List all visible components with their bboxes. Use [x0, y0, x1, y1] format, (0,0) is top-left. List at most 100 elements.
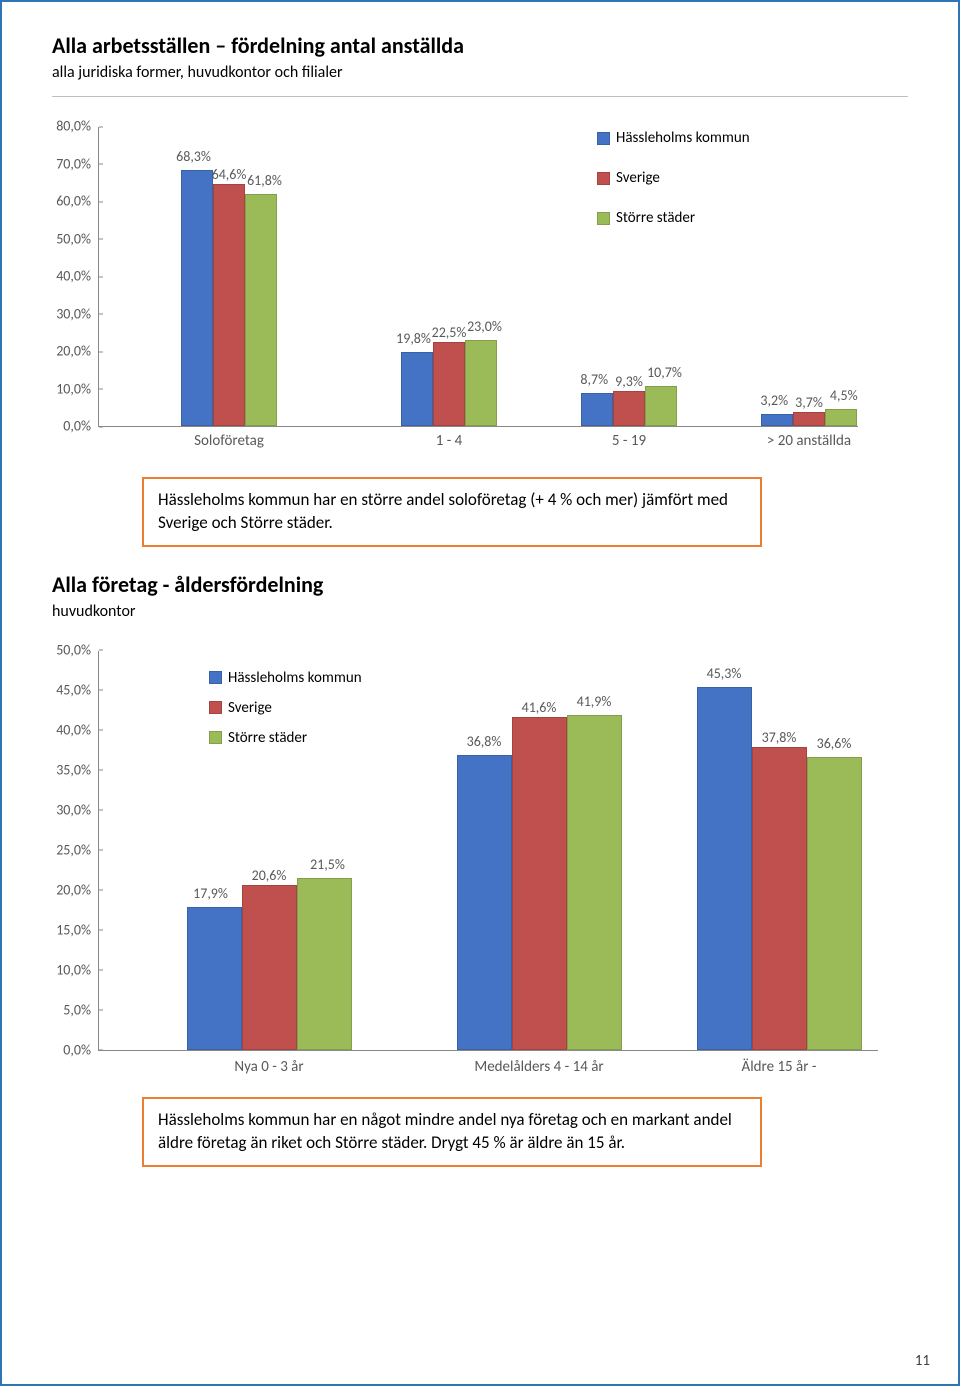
legend-swatch: [597, 212, 610, 225]
page-number: 11: [915, 1352, 930, 1370]
y-tick: 0,0%: [63, 418, 99, 435]
bar-value-label: 61,8%: [247, 172, 282, 191]
legend-item: Större städer: [597, 209, 750, 227]
y-tick: 25,0%: [56, 841, 99, 858]
bar-value-label: 41,9%: [577, 693, 612, 712]
legend: Hässleholms kommun Sverige Större städer: [209, 669, 362, 747]
y-tick: 30,0%: [56, 801, 99, 818]
bar: 17,9%: [187, 907, 242, 1050]
bar-group: 68,3%64,6%61,8%: [181, 170, 277, 426]
y-tick: 20,0%: [56, 343, 99, 360]
legend-swatch: [209, 671, 222, 684]
legend-item: Hässleholms kommun: [597, 129, 750, 147]
x-category-label: > 20 anställda: [767, 426, 851, 450]
y-tick: 5,0%: [63, 1001, 99, 1018]
y-tick: 70,0%: [56, 155, 99, 172]
y-tick: 0,0%: [63, 1041, 99, 1058]
legend-swatch: [209, 701, 222, 714]
chart2-plot: 0,0%5,0%10,0%15,0%20,0%25,0%30,0%35,0%40…: [98, 651, 878, 1051]
x-category-label: Nya 0 - 3 år: [234, 1050, 303, 1076]
bar-group: 3,2%3,7%4,5%: [761, 409, 857, 426]
x-category-label: 1 - 4: [436, 426, 463, 450]
x-category-label: Soloföretag: [194, 426, 264, 450]
bar: 61,8%: [245, 194, 277, 426]
chart1: 0,0%10,0%20,0%30,0%40,0%50,0%60,0%70,0%8…: [98, 127, 908, 427]
bar-value-label: 41,6%: [522, 699, 557, 718]
y-tick: 15,0%: [56, 921, 99, 938]
x-category-label: 5 - 19: [612, 426, 646, 450]
separator: [52, 96, 908, 97]
y-tick: 60,0%: [56, 193, 99, 210]
bar-value-label: 64,6%: [212, 166, 247, 185]
bar-value-label: 21,5%: [310, 856, 345, 875]
legend-item: Sverige: [597, 169, 750, 187]
chart2-subtitle: huvudkontor: [52, 602, 908, 621]
bar-value-label: 20,6%: [252, 867, 287, 886]
bar-value-label: 36,8%: [467, 733, 502, 752]
chart2: 0,0%5,0%10,0%15,0%20,0%25,0%30,0%35,0%40…: [98, 635, 908, 1051]
bar: 37,8%: [752, 747, 807, 1049]
bar-group: 8,7%9,3%10,7%: [581, 386, 677, 426]
bar: 3,2%: [761, 414, 793, 426]
y-tick: 40,0%: [56, 721, 99, 738]
y-tick: 50,0%: [56, 230, 99, 247]
bar: 36,8%: [457, 755, 512, 1049]
bar-value-label: 3,2%: [760, 392, 788, 411]
bar: 4,5%: [825, 409, 857, 426]
bar-value-label: 36,6%: [817, 735, 852, 754]
bar: 64,6%: [213, 184, 245, 426]
bar: 20,6%: [242, 885, 297, 1050]
bar: 21,5%: [297, 878, 352, 1050]
legend-item: Hässleholms kommun: [209, 669, 362, 687]
chart2-title: Alla företag - åldersfördelning: [52, 571, 908, 598]
bar-value-label: 10,7%: [647, 364, 682, 383]
bar: 23,0%: [465, 340, 497, 426]
bar-group: 19,8%22,5%23,0%: [401, 340, 497, 426]
chart1-subtitle: alla juridiska former, huvudkontor och f…: [52, 63, 908, 82]
bar-group: 45,3%37,8%36,6%: [697, 687, 862, 1049]
bar: 8,7%: [581, 393, 613, 426]
x-category-label: Äldre 15 år -: [742, 1050, 817, 1076]
legend-item: Sverige: [209, 699, 362, 717]
legend-item: Större städer: [209, 729, 362, 747]
chart1-plot: 0,0%10,0%20,0%30,0%40,0%50,0%60,0%70,0%8…: [98, 127, 858, 427]
bar-value-label: 23,0%: [467, 318, 502, 337]
y-tick: 10,0%: [56, 380, 99, 397]
bar-value-label: 37,8%: [762, 729, 797, 748]
page-root: Alla arbetsställen – fördelning antal an…: [0, 0, 960, 1386]
legend-swatch: [597, 132, 610, 145]
bar: 45,3%: [697, 687, 752, 1049]
y-tick: 80,0%: [56, 118, 99, 135]
y-tick: 30,0%: [56, 305, 99, 322]
bar-value-label: 9,3%: [615, 373, 643, 392]
chart1-title: Alla arbetsställen – fördelning antal an…: [52, 32, 908, 59]
y-tick: 50,0%: [56, 641, 99, 658]
bar: 3,7%: [793, 412, 825, 426]
legend-label: Hässleholms kommun: [228, 669, 362, 687]
bar-value-label: 4,5%: [830, 387, 858, 406]
bar: 9,3%: [613, 391, 645, 426]
bar: 10,7%: [645, 386, 677, 426]
bar: 22,5%: [433, 342, 465, 426]
legend-label: Sverige: [616, 169, 660, 187]
bar: 68,3%: [181, 170, 213, 426]
chart1-callout: Hässleholms kommun har en större andel s…: [142, 477, 762, 547]
bar-value-label: 45,3%: [707, 665, 742, 684]
legend-swatch: [209, 731, 222, 744]
chart2-callout: Hässleholms kommun har en något mindre a…: [142, 1097, 762, 1167]
bar-value-label: 19,8%: [396, 330, 431, 349]
bar-value-label: 22,5%: [432, 324, 467, 343]
legend-label: Sverige: [228, 699, 272, 717]
legend-label: Hässleholms kommun: [616, 129, 750, 147]
bar-value-label: 17,9%: [193, 885, 228, 904]
y-tick: 45,0%: [56, 681, 99, 698]
bar-value-label: 8,7%: [580, 371, 608, 390]
bar-group: 36,8%41,6%41,9%: [457, 715, 622, 1050]
bar: 36,6%: [807, 757, 862, 1050]
y-tick: 10,0%: [56, 961, 99, 978]
legend-label: Större städer: [616, 209, 695, 227]
y-tick: 40,0%: [56, 268, 99, 285]
bar: 41,6%: [512, 717, 567, 1050]
legend-label: Större städer: [228, 729, 307, 747]
bar: 19,8%: [401, 352, 433, 426]
